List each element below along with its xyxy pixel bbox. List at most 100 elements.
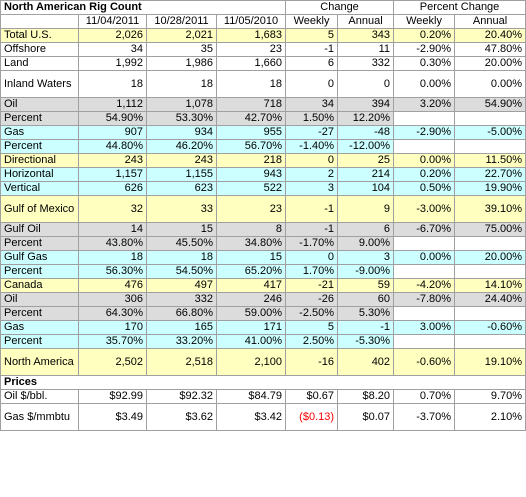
cell: 497 <box>146 278 217 293</box>
row-offshore: Offshore 34 35 23 -1 11 -2.90% 47.80% <box>0 42 526 57</box>
cell <box>393 236 456 251</box>
cell: 53.30% <box>146 111 217 126</box>
cell: -0.60% <box>393 348 456 376</box>
header-blank <box>0 14 79 29</box>
cell: 34 <box>285 97 339 112</box>
cell: 45.50% <box>146 236 217 251</box>
row-label: Percent <box>0 264 79 279</box>
row-north-america: North America 2,502 2,518 2,100 -16 402 … <box>0 348 526 376</box>
cell: -2.90% <box>393 42 456 57</box>
row-canada: Canada 476 497 417 -21 59 -4.20% 14.10% <box>0 278 526 293</box>
change-group-header: Change <box>285 0 395 15</box>
cell: 9.00% <box>337 236 395 251</box>
cell: 60 <box>337 292 395 307</box>
cell: -48 <box>337 125 395 140</box>
row-label: Canada <box>0 278 79 293</box>
cell: -7.80% <box>393 292 456 307</box>
row-label: Land <box>0 56 79 71</box>
cell: 2.10% <box>454 403 526 431</box>
row-gulf-oil: Gulf Oil 14 15 8 -1 6 -6.70% 75.00% <box>0 222 526 237</box>
cell: 59.00% <box>215 306 287 321</box>
cell: -3.00% <box>393 195 456 223</box>
cell: 39.10% <box>454 195 526 223</box>
row-total-us: Total U.S. 2,026 2,021 1,683 5 343 0.20%… <box>0 28 526 43</box>
cell: $3.62 <box>146 403 217 431</box>
pct-change-group-header: Percent Change <box>393 0 526 15</box>
cell: 8 <box>215 222 287 237</box>
row-canada-gas: Gas 170 165 171 5 -1 3.00% -0.60% <box>0 320 526 335</box>
cell <box>454 111 526 126</box>
prices-header-row: Prices <box>0 375 526 390</box>
header-row-2: 11/04/2011 10/28/2011 11/05/2010 Weekly … <box>0 14 526 29</box>
row-land: Land 1,992 1,986 1,660 6 332 0.30% 20.00… <box>0 56 526 71</box>
cell: 46.20% <box>146 139 217 154</box>
cell: 33 <box>146 195 217 223</box>
cell: 2.50% <box>285 334 339 349</box>
cell: 2,021 <box>146 28 217 43</box>
cell: 22.70% <box>454 167 526 182</box>
cell <box>454 139 526 154</box>
cell: -9.00% <box>337 264 395 279</box>
row-gas-percent: Percent 44.80% 46.20% 56.70% -1.40% -12.… <box>0 139 526 154</box>
cell: 18 <box>215 70 287 98</box>
cell: 18 <box>78 70 147 98</box>
row-gas: Gas 907 934 955 -27 -48 -2.90% -5.00% <box>0 125 526 140</box>
row-vertical: Vertical 626 623 522 3 104 0.50% 19.90% <box>0 181 526 196</box>
cell: 332 <box>146 292 217 307</box>
cell: 14 <box>78 222 147 237</box>
cell: 394 <box>337 97 395 112</box>
cell: $0.07 <box>337 403 395 431</box>
cell: 18 <box>146 70 217 98</box>
cell: -5.00% <box>454 125 526 140</box>
cell: 1,660 <box>215 56 287 71</box>
cell: -1 <box>337 320 395 335</box>
cell: $3.42 <box>215 403 287 431</box>
row-inland-waters: Inland Waters 18 18 18 0 0 0.00% 0.00% <box>0 70 526 98</box>
cell: 1.50% <box>285 111 339 126</box>
cell: 343 <box>337 28 395 43</box>
row-label: Total U.S. <box>0 28 79 43</box>
cell: -12.00% <box>337 139 395 154</box>
cell: 243 <box>146 153 217 168</box>
cell: 1,683 <box>215 28 287 43</box>
cell: 943 <box>215 167 287 182</box>
row-label: Inland Waters <box>0 70 79 98</box>
cell: 934 <box>146 125 217 140</box>
cell: -1 <box>285 195 339 223</box>
cell: 246 <box>215 292 287 307</box>
cell: 23 <box>215 42 287 57</box>
cell: 0.30% <box>393 56 456 71</box>
header-annual: Annual <box>337 14 395 29</box>
cell: 718 <box>215 97 287 112</box>
cell: $92.32 <box>146 389 217 404</box>
row-label: Directional <box>0 153 79 168</box>
cell: 65.20% <box>215 264 287 279</box>
cell: 476 <box>78 278 147 293</box>
cell: 417 <box>215 278 287 293</box>
cell: 907 <box>78 125 147 140</box>
row-directional: Directional 243 243 218 0 25 0.00% 11.50… <box>0 153 526 168</box>
cell: 2,502 <box>78 348 147 376</box>
cell <box>454 264 526 279</box>
row-label: Gulf Oil <box>0 222 79 237</box>
row-label: Percent <box>0 334 79 349</box>
row-gulf-oil-percent: Percent 43.80% 45.50% 34.80% -1.70% 9.00… <box>0 236 526 251</box>
cell: 0.00% <box>393 153 456 168</box>
cell: -1 <box>285 42 339 57</box>
cell: 11.50% <box>454 153 526 168</box>
cell: 47.80% <box>454 42 526 57</box>
cell: 34.80% <box>215 236 287 251</box>
cell: 20.00% <box>454 250 526 265</box>
cell: -21 <box>285 278 339 293</box>
cell: -27 <box>285 125 339 140</box>
cell: $84.79 <box>215 389 287 404</box>
row-label: Gas <box>0 320 79 335</box>
cell: 15 <box>146 222 217 237</box>
cell: 402 <box>337 348 395 376</box>
cell: 20.40% <box>454 28 526 43</box>
cell-negative: ($0.13) <box>285 403 339 431</box>
cell: -1 <box>285 222 339 237</box>
cell: -1.70% <box>285 236 339 251</box>
cell: 5 <box>285 320 339 335</box>
cell: -26 <box>285 292 339 307</box>
